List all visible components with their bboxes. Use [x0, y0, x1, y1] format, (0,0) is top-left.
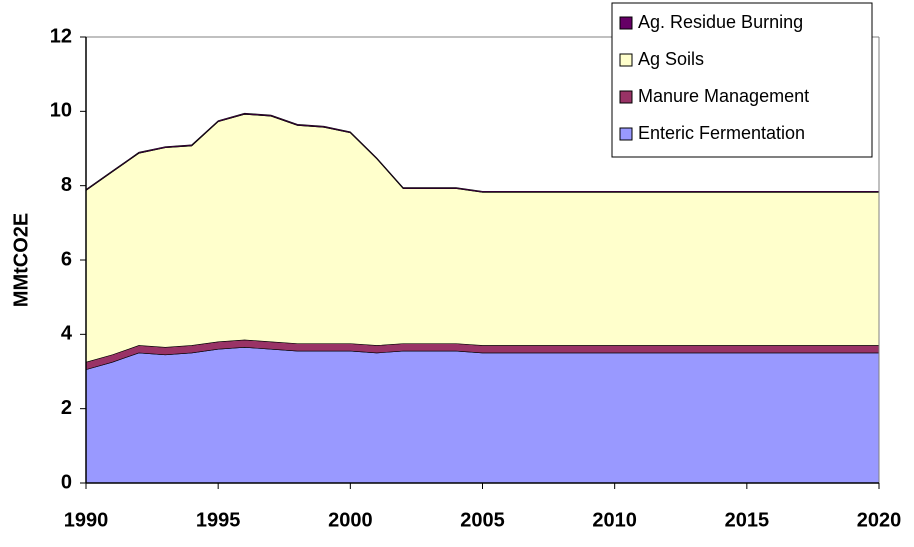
x-tick-label: 2005	[460, 509, 505, 531]
x-tick-label: 2000	[328, 509, 373, 531]
legend-swatch	[619, 127, 633, 141]
y-tick-label: 0	[61, 471, 72, 493]
y-tick-label: 10	[50, 100, 72, 122]
x-tick-label: 2010	[592, 509, 637, 531]
legend-label: Ag Soils	[638, 49, 704, 69]
legend-box	[611, 2, 873, 158]
legend-swatch	[619, 16, 633, 30]
y-tick-label: 12	[50, 25, 72, 47]
legend-label: Manure Management	[638, 86, 809, 106]
legend-swatch	[619, 53, 633, 67]
x-tick-label: 1995	[196, 509, 241, 531]
legend-swatch	[619, 90, 633, 104]
y-tick-label: 6	[61, 248, 72, 270]
x-tick-label: 2020	[857, 509, 902, 531]
area	[85, 347, 880, 484]
x-tick-label: 2015	[725, 509, 770, 531]
legend-label: Enteric Fermentation	[638, 123, 805, 143]
legend-label: Ag. Residue Burning	[638, 12, 803, 32]
x-tick-label: 1990	[64, 509, 109, 531]
y-tick-label: 4	[61, 323, 73, 345]
y-tick-label: 2	[61, 397, 72, 419]
y-tick-label: 8	[61, 174, 72, 196]
y-axis-label: MMtCO2E	[10, 213, 32, 307]
